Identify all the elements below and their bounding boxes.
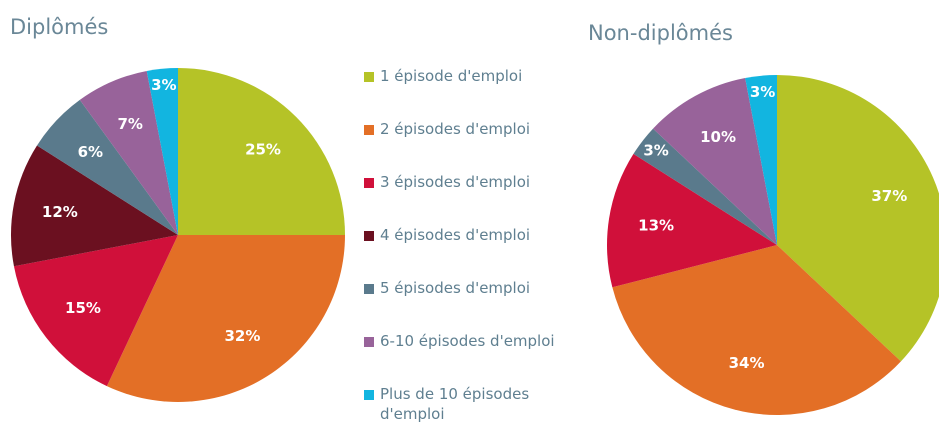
data-label: 3% bbox=[750, 83, 775, 101]
pie-slice bbox=[745, 75, 777, 245]
legend: 1 épisode d'emploi 2 épisodes d'emploi 3 é… bbox=[364, 66, 564, 428]
legend-swatch bbox=[364, 178, 374, 188]
data-label: 15% bbox=[65, 299, 101, 317]
pie-slice bbox=[146, 68, 178, 235]
legend-label: 5 épisodes d'emploi bbox=[380, 279, 531, 297]
legend-item: 3 épisodes d'emploi bbox=[364, 172, 564, 225]
legend-item: 4 épisodes d'emploi bbox=[364, 225, 564, 278]
pie-slice bbox=[612, 245, 901, 415]
legend-label: Plus de 10 épisodes d'emploi bbox=[380, 385, 530, 423]
data-label: 10% bbox=[700, 128, 736, 146]
legend-swatch bbox=[364, 337, 374, 347]
legend-label: 2 épisodes d'emploi bbox=[380, 120, 531, 138]
pie-slice bbox=[633, 128, 777, 245]
pie-slice bbox=[653, 78, 777, 245]
data-label: 7% bbox=[118, 115, 143, 133]
pie-slice bbox=[36, 99, 178, 235]
legend-item: 5 épisodes d'emploi bbox=[364, 278, 564, 331]
legend-item: 1 épisode d'emploi bbox=[364, 66, 564, 119]
pie-slice bbox=[178, 68, 345, 235]
legend-swatch bbox=[364, 231, 374, 241]
pie-slice bbox=[607, 153, 777, 288]
data-label: 3% bbox=[151, 76, 176, 94]
legend-swatch bbox=[364, 125, 374, 135]
legend-item: 2 épisodes d'emploi bbox=[364, 119, 564, 172]
legend-label: 1 épisode d'emploi bbox=[380, 67, 523, 85]
legend-swatch bbox=[364, 284, 374, 294]
legend-swatch bbox=[364, 72, 374, 82]
data-label: 3% bbox=[643, 142, 668, 160]
data-label: 13% bbox=[638, 216, 674, 234]
data-label: 32% bbox=[224, 327, 260, 345]
data-label: 37% bbox=[871, 187, 907, 205]
legend-item: Plus de 10 épisodes d'emploi bbox=[364, 384, 564, 428]
data-label: 6% bbox=[78, 143, 103, 161]
pie-slice bbox=[777, 75, 939, 362]
legend-label: 3 épisodes d'emploi bbox=[380, 173, 531, 191]
pie-slice bbox=[13, 235, 179, 387]
pie-slice bbox=[79, 70, 178, 235]
chart-title: Diplômés bbox=[10, 15, 108, 39]
legend-swatch bbox=[364, 390, 374, 400]
legend-label: 6-10 épisodes d'emploi bbox=[380, 332, 555, 350]
legend-item: 6-10 épisodes d'emploi bbox=[364, 331, 564, 384]
data-label: 12% bbox=[42, 203, 78, 221]
pie-slice bbox=[106, 235, 345, 402]
data-label: 25% bbox=[245, 140, 281, 158]
data-label: 34% bbox=[729, 354, 765, 372]
chart-title: Non-diplômés bbox=[588, 21, 733, 45]
pie-slice bbox=[11, 145, 179, 267]
legend-label: 4 épisodes d'emploi bbox=[380, 226, 531, 244]
